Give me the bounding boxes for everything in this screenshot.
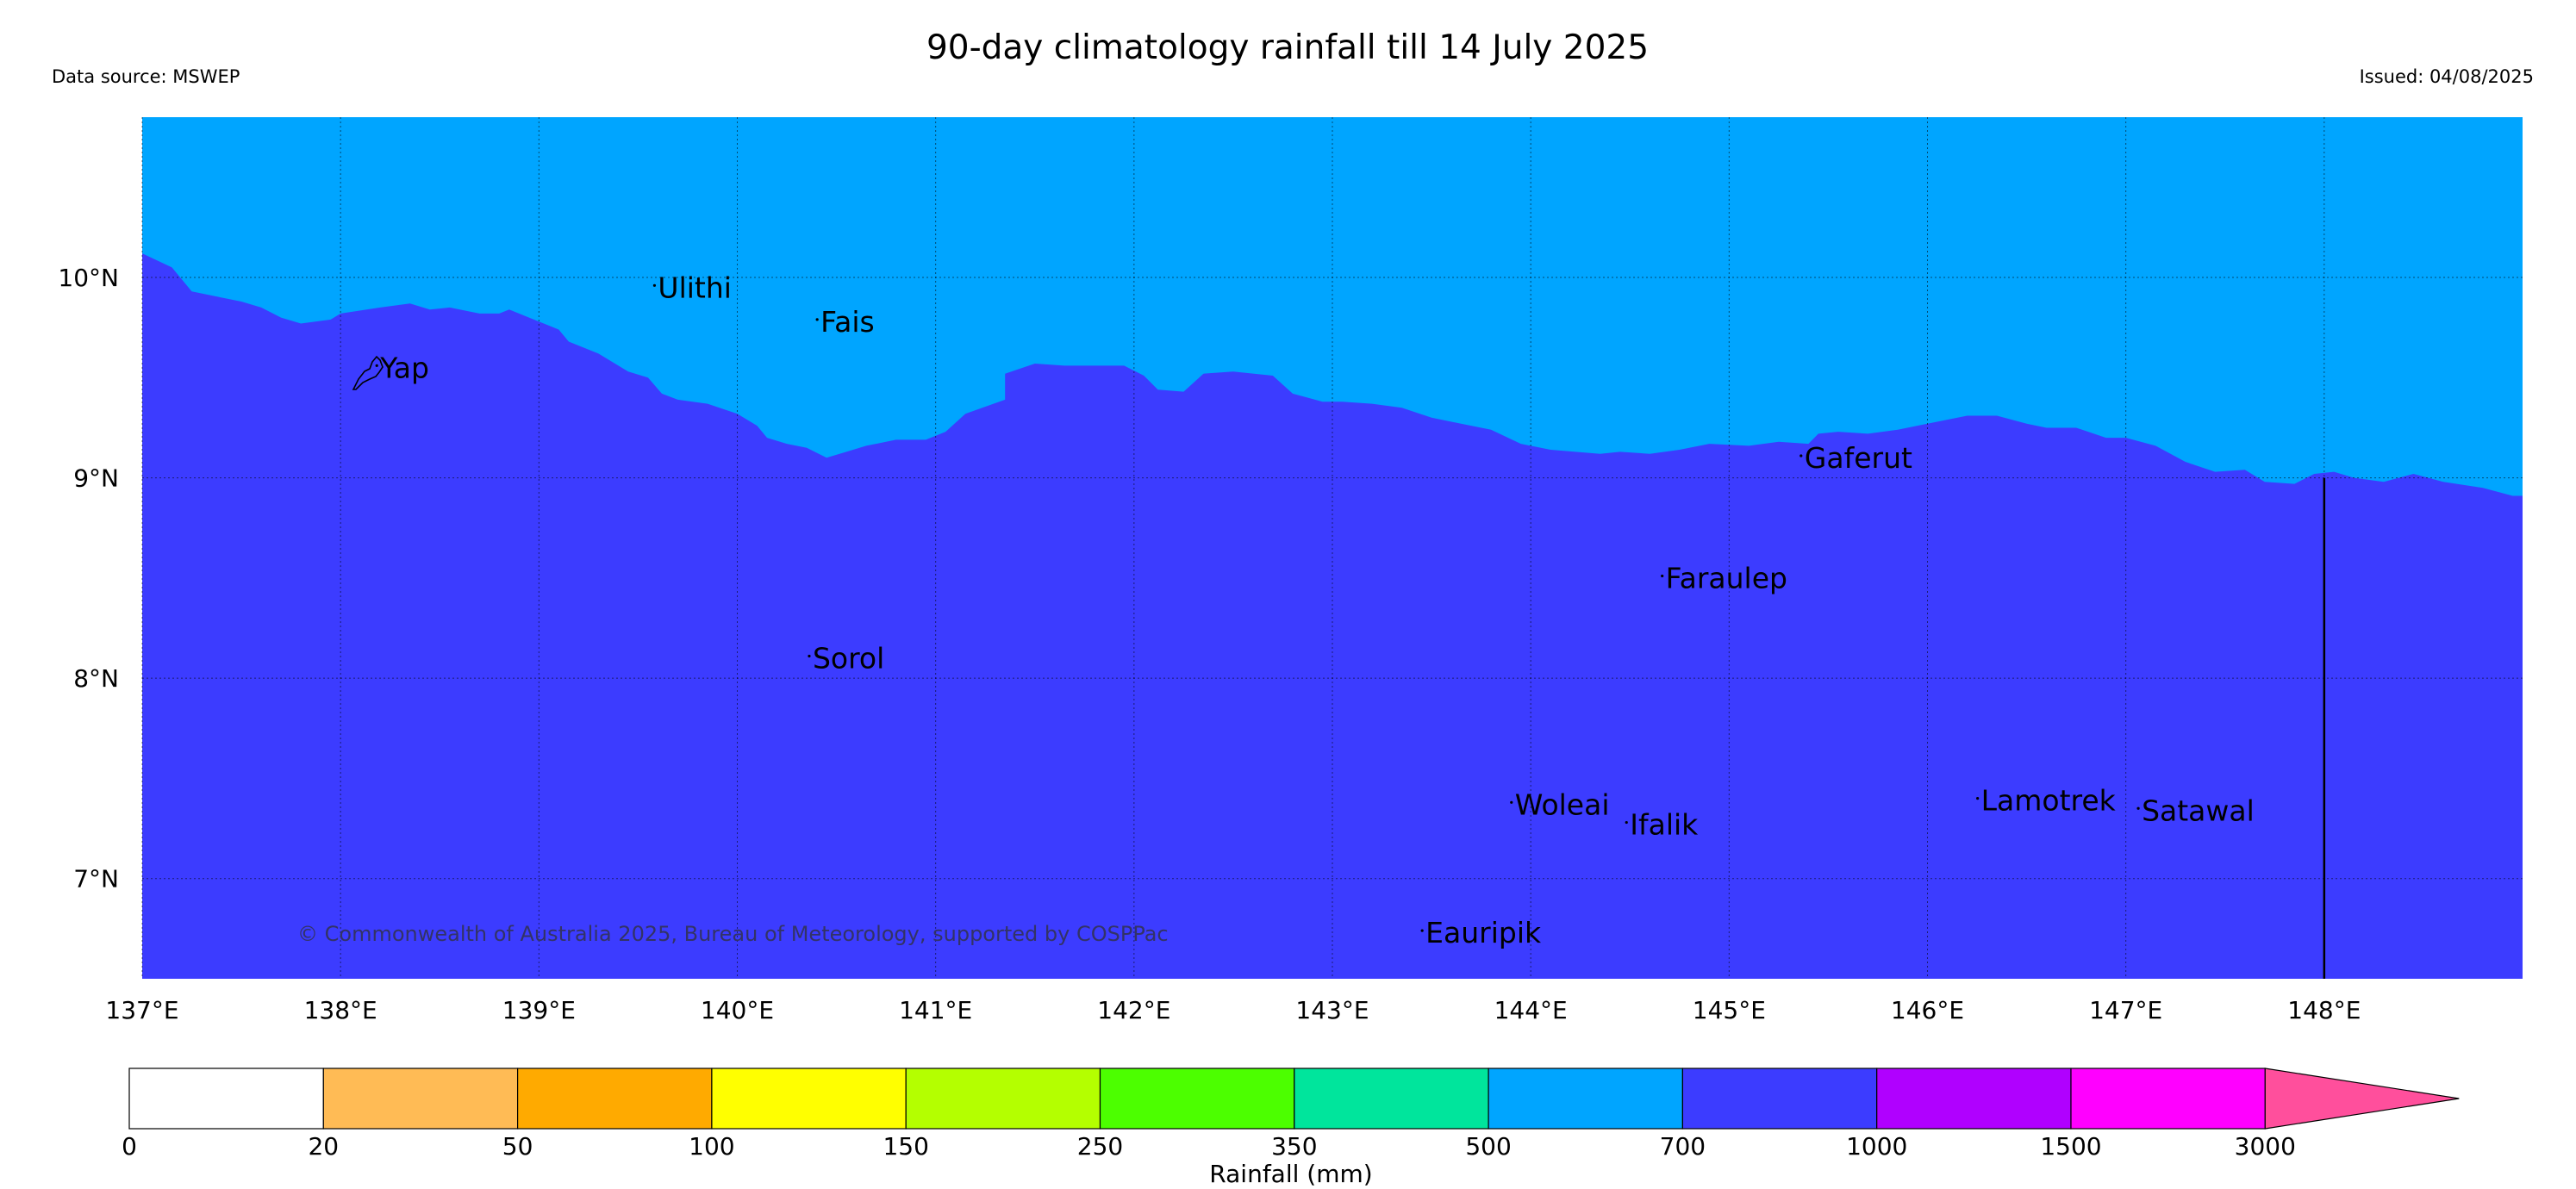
colorbar-bin (1099, 1068, 1295, 1130)
longitude-tick-labels: 137°E 138°E 139°E 140°E 141°E 142°E 143°E 144°E… (105, 996, 2361, 1024)
colorbar-tick-label: 1000 (1846, 1132, 1907, 1161)
colorbar-tick-label: 50 (502, 1132, 533, 1161)
place-label: Ulithi (658, 271, 732, 304)
colorbar-tick-label: 0 (122, 1132, 137, 1161)
colorbar-tick-label: 500 (1465, 1132, 1511, 1161)
colorbar-bin (322, 1068, 519, 1130)
colorbar-tick-label: 1500 (2040, 1132, 2101, 1161)
place-label: Satawal (2142, 794, 2255, 827)
latitude-label: 9°N (73, 464, 119, 493)
colorbar-bin (711, 1068, 907, 1130)
colorbar-tick-label: 250 (1077, 1132, 1123, 1161)
longitude-label: 141°E (899, 996, 972, 1024)
island-dot (1510, 800, 1513, 804)
colorbar-bin (128, 1068, 324, 1130)
island-dot (1799, 454, 1803, 458)
place-label: Lamotrek (1981, 784, 2117, 818)
island-dot (815, 318, 819, 321)
island-dot (1625, 820, 1628, 825)
island-dot (1976, 797, 1980, 800)
place-label: Faraulep (1666, 562, 1787, 595)
latitude-label: 8°N (73, 664, 119, 693)
colorbar: 0 20 50 100 150 250 350 500 700 1000 1500 3000 (122, 1068, 2460, 1161)
island-dot (1420, 929, 1424, 932)
latitude-tick-labels: 10°N 9°N 8°N 7°N (58, 264, 119, 893)
island-dot (1661, 574, 1664, 578)
longitude-label: 147°E (2089, 996, 2162, 1024)
place-label: Sorol (813, 642, 884, 675)
place-label: Eauripik (1425, 916, 1542, 949)
colorbar-extension (2264, 1068, 2460, 1130)
place-label: Fais (820, 305, 875, 339)
colorbar-bin (1681, 1068, 1878, 1130)
island-dot (808, 654, 811, 658)
island-dot (652, 283, 657, 287)
place-labels: Yap Ulithi Fais Gaferut Faraulep Sorol Woleai I… (375, 271, 2255, 949)
longitude-label: 148°E (2287, 996, 2361, 1024)
longitude-label: 143°E (1295, 996, 1369, 1024)
colorbar-bin (2070, 1068, 2266, 1130)
yap-island-outline (352, 355, 384, 390)
longitude-label: 137°E (105, 996, 178, 1024)
longitude-label: 146°E (1891, 996, 1964, 1024)
longitude-label: 139°E (502, 996, 576, 1024)
place-label: Ifalik (1630, 808, 1699, 842)
issued-date-note: Issued: 04/08/2025 (2360, 66, 2534, 87)
copyright-notice: © Commonwealth of Australia 2025, Bureau… (297, 922, 1169, 946)
colorbar-bin (1876, 1068, 2072, 1130)
colorbar-tick-label: 350 (1271, 1132, 1317, 1161)
longitude-label: 138°E (304, 996, 377, 1024)
data-source-note: Data source: MSWEP (52, 66, 240, 87)
colorbar-tick-label: 3000 (2235, 1132, 2296, 1161)
longitude-label: 144°E (1494, 996, 1568, 1024)
longitude-label: 140°E (701, 996, 774, 1024)
colorbar-bin (1294, 1068, 1489, 1130)
colorbar-label: Rainfall (mm) (1209, 1160, 1372, 1188)
rainfall-class-700-1000-area (142, 253, 2523, 980)
latitude-label: 7°N (73, 865, 119, 893)
longitude-label: 142°E (1097, 996, 1170, 1024)
yap-coastline (352, 355, 384, 390)
longitude-label: 145°E (1693, 996, 1766, 1024)
colorbar-tick-label: 700 (1660, 1132, 1706, 1161)
colorbar-tick-label: 150 (883, 1132, 928, 1161)
place-label: Yap (379, 351, 429, 384)
place-label: Gaferut (1805, 441, 1912, 475)
place-label: Woleai (1515, 787, 1610, 821)
colorbar-bin (905, 1068, 1101, 1130)
latitude-label: 10°N (58, 264, 119, 292)
map-title: 90-day climatology rainfall till 14 July… (926, 28, 1649, 67)
island-dot (2136, 806, 2140, 810)
island-dot (375, 364, 378, 367)
colorbar-bin (1488, 1068, 1683, 1130)
colorbar-bin (516, 1068, 713, 1130)
colorbar-tick-label: 20 (308, 1132, 339, 1161)
colorbar-tick-label: 100 (689, 1132, 734, 1161)
map-panel: Yap Ulithi Fais Gaferut Faraulep Sorol Woleai I… (141, 117, 2523, 980)
